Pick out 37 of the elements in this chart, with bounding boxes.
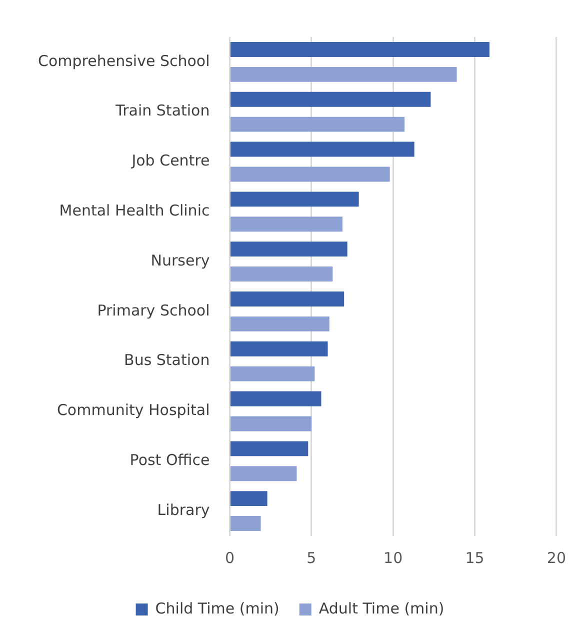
bar	[230, 391, 322, 406]
y-tick-label: Job Centre	[130, 152, 210, 170]
y-tick-label: Mental Health Clinic	[59, 202, 210, 220]
bar	[230, 416, 312, 432]
bar	[230, 466, 297, 482]
y-tick-label: Primary School	[97, 301, 210, 320]
bar	[230, 291, 344, 306]
bar	[230, 242, 348, 257]
y-tick-label: Nursery	[150, 251, 210, 270]
bar	[230, 341, 328, 356]
bar	[230, 92, 431, 107]
bar	[230, 166, 390, 182]
y-tick-label: Library	[157, 500, 210, 519]
bar	[230, 116, 405, 132]
legend-label: Child Time (min)	[155, 599, 280, 618]
y-tick-label: Comprehensive School	[38, 52, 210, 70]
x-tick-label: 10	[384, 548, 403, 567]
y-tick-label: Train Station	[114, 102, 210, 120]
bar	[230, 216, 342, 232]
bar	[230, 42, 490, 57]
x-tick-label: 0	[224, 548, 235, 567]
x-tick-label: 20	[546, 548, 566, 567]
bar	[230, 316, 330, 332]
bar	[230, 366, 315, 382]
bar	[230, 491, 268, 506]
bar	[230, 192, 359, 207]
x-tick-label: 15	[465, 548, 484, 567]
y-tick-label: Bus Station	[124, 351, 210, 370]
bar	[230, 142, 414, 157]
legend-label: Adult Time (min)	[318, 599, 444, 618]
bar	[230, 516, 261, 532]
bar	[230, 266, 333, 282]
y-tick-label: Community Hospital	[56, 401, 210, 420]
bar	[230, 66, 457, 82]
y-tick-label: Post Office	[130, 451, 210, 470]
bar	[230, 441, 308, 456]
x-tick-label: 5	[306, 548, 316, 567]
